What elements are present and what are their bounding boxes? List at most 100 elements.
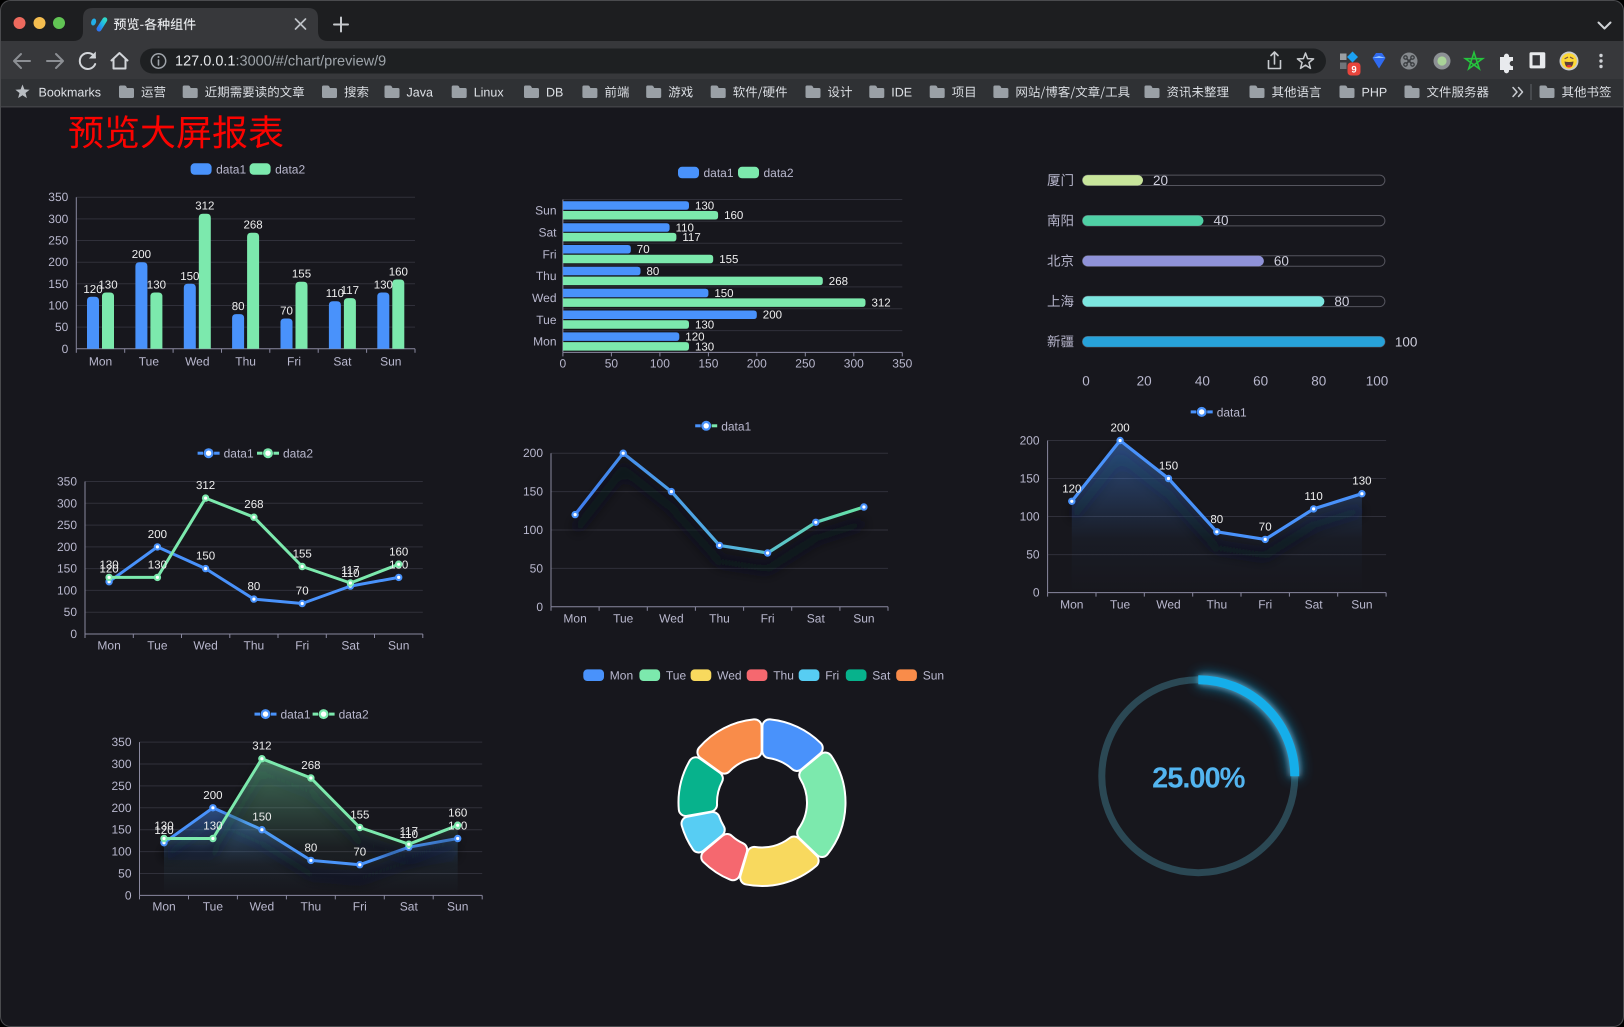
svg-text:0: 0 xyxy=(1082,374,1090,389)
svg-text:110: 110 xyxy=(400,829,418,841)
svg-text:40: 40 xyxy=(1195,374,1210,389)
svg-text:110: 110 xyxy=(326,288,344,300)
svg-text:data1: data1 xyxy=(704,166,734,180)
svg-text:117: 117 xyxy=(341,285,359,297)
svg-text:155: 155 xyxy=(293,549,312,561)
svg-text:150: 150 xyxy=(1020,472,1040,486)
svg-text:Wed: Wed xyxy=(250,900,274,914)
svg-text:80: 80 xyxy=(1311,374,1326,389)
svg-text:150: 150 xyxy=(57,562,77,576)
svg-text:155: 155 xyxy=(719,254,738,266)
svg-text:200: 200 xyxy=(48,255,68,269)
svg-text:Mon: Mon xyxy=(563,612,586,626)
svg-text:DB: DB xyxy=(546,86,563,100)
svg-text:50: 50 xyxy=(605,357,619,371)
svg-text:Sat: Sat xyxy=(400,900,419,914)
svg-text:300: 300 xyxy=(57,496,77,510)
svg-text:PHP: PHP xyxy=(1362,86,1388,100)
svg-text:70: 70 xyxy=(296,586,309,598)
svg-text:data1: data1 xyxy=(281,708,311,722)
svg-text:120: 120 xyxy=(83,284,102,296)
svg-text:Fri: Fri xyxy=(1258,598,1272,612)
svg-text:Wed: Wed xyxy=(185,355,209,369)
svg-text:0: 0 xyxy=(1033,586,1040,600)
svg-text:Sun: Sun xyxy=(1351,598,1372,612)
svg-text:Tue: Tue xyxy=(666,669,687,683)
svg-text:Sun: Sun xyxy=(923,669,944,683)
svg-text:100: 100 xyxy=(1395,334,1418,349)
svg-text:Wed: Wed xyxy=(532,291,556,305)
svg-text:300: 300 xyxy=(111,757,131,771)
svg-text:312: 312 xyxy=(196,480,215,492)
svg-text:130: 130 xyxy=(695,319,714,331)
svg-text:Mon: Mon xyxy=(152,900,175,914)
svg-text:150: 150 xyxy=(1159,461,1178,473)
svg-text:Thu: Thu xyxy=(773,669,794,683)
svg-text:130: 130 xyxy=(147,280,166,292)
svg-text:100: 100 xyxy=(57,583,77,597)
svg-text:150: 150 xyxy=(196,551,215,563)
svg-text:0: 0 xyxy=(62,342,69,356)
svg-text:Sun: Sun xyxy=(447,900,468,914)
svg-text:Tue: Tue xyxy=(147,639,168,653)
svg-text:312: 312 xyxy=(252,741,271,753)
svg-text:data1: data1 xyxy=(216,162,246,176)
svg-text:130: 130 xyxy=(154,821,173,833)
svg-text:Linux: Linux xyxy=(474,86,505,100)
svg-text:200: 200 xyxy=(148,529,167,541)
svg-text:Wed: Wed xyxy=(659,612,683,626)
svg-text:200: 200 xyxy=(747,357,767,371)
svg-text:Tue: Tue xyxy=(613,612,634,626)
svg-text:50: 50 xyxy=(55,320,69,334)
svg-text:100: 100 xyxy=(523,523,543,537)
svg-text:130: 130 xyxy=(695,201,714,213)
svg-text:80: 80 xyxy=(1210,514,1223,526)
svg-text:70: 70 xyxy=(280,306,293,318)
svg-text:IDE: IDE xyxy=(891,86,912,100)
svg-text:150: 150 xyxy=(111,823,131,837)
svg-text:Tue: Tue xyxy=(1110,598,1131,612)
svg-text:117: 117 xyxy=(682,232,700,244)
svg-text:50: 50 xyxy=(64,605,78,619)
svg-text:25.00%: 25.00% xyxy=(1152,763,1246,795)
svg-text:80: 80 xyxy=(248,581,261,593)
svg-text:Thu: Thu xyxy=(235,355,256,369)
svg-text:120: 120 xyxy=(1062,483,1081,495)
svg-text:Fri: Fri xyxy=(353,900,367,914)
svg-text:160: 160 xyxy=(389,546,408,558)
svg-text:117: 117 xyxy=(341,565,359,577)
svg-text:150: 150 xyxy=(523,485,543,499)
svg-text:data1: data1 xyxy=(1217,405,1247,419)
svg-text:Thu: Thu xyxy=(244,639,265,653)
svg-text:200: 200 xyxy=(523,446,543,460)
svg-text:150: 150 xyxy=(698,357,718,371)
svg-text:150: 150 xyxy=(180,271,199,283)
svg-text:20: 20 xyxy=(1153,173,1168,188)
svg-text:Mon: Mon xyxy=(1060,598,1083,612)
svg-text:80: 80 xyxy=(647,266,660,278)
svg-text:80: 80 xyxy=(1334,294,1349,309)
svg-text:200: 200 xyxy=(203,790,222,802)
svg-text:Fri: Fri xyxy=(295,639,309,653)
svg-text:312: 312 xyxy=(872,298,891,310)
svg-text:200: 200 xyxy=(1111,423,1130,435)
svg-text:250: 250 xyxy=(795,357,815,371)
svg-text:155: 155 xyxy=(292,269,311,281)
svg-text:120: 120 xyxy=(154,825,173,837)
svg-text:300: 300 xyxy=(844,357,864,371)
svg-text:Thu: Thu xyxy=(1206,598,1227,612)
svg-text:130: 130 xyxy=(100,559,119,571)
svg-text:Sat: Sat xyxy=(1305,598,1324,612)
svg-text:data2: data2 xyxy=(275,162,305,176)
svg-text:120: 120 xyxy=(100,564,119,576)
svg-text:Thu: Thu xyxy=(709,612,730,626)
svg-text:Sun: Sun xyxy=(388,639,409,653)
svg-text:312: 312 xyxy=(195,201,214,213)
svg-text:350: 350 xyxy=(111,735,131,749)
svg-text:Fri: Fri xyxy=(825,669,839,683)
svg-text:data2: data2 xyxy=(764,166,794,180)
svg-text:data2: data2 xyxy=(339,708,369,722)
svg-text:Sun: Sun xyxy=(380,355,401,369)
svg-text:150: 150 xyxy=(48,277,68,291)
svg-text:Tue: Tue xyxy=(139,355,160,369)
